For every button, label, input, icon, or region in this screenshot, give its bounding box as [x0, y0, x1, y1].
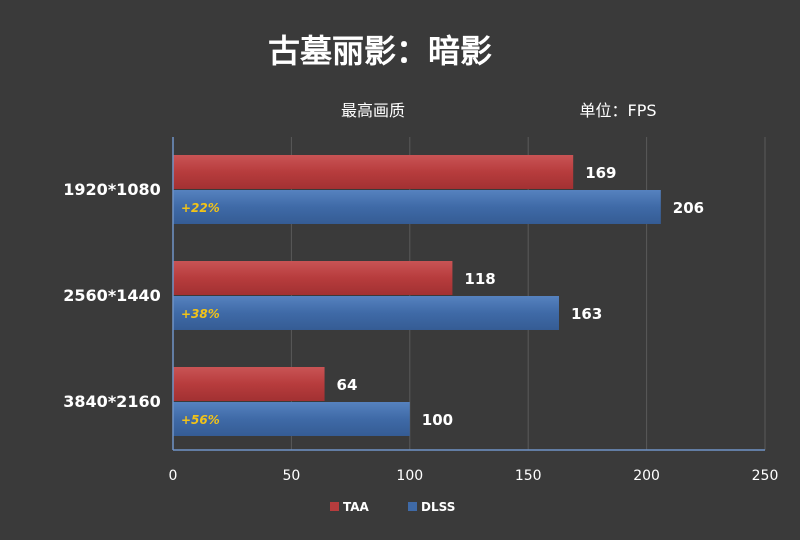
x-tick-label: 150: [515, 468, 542, 484]
bar-taa: [173, 155, 574, 189]
x-tick-label: 50: [282, 468, 300, 484]
legend: TAA DLSS: [330, 500, 455, 514]
data-label: 163: [571, 305, 602, 323]
axes: 0 50 100 150 200 250: [169, 137, 779, 484]
unit-label: 单位：FPS: [579, 101, 656, 120]
category-label: 3840*2160: [63, 392, 160, 411]
data-label: 100: [422, 411, 453, 429]
x-tick-label: 200: [633, 468, 660, 484]
legend-swatch-taa: [330, 502, 339, 511]
bar-taa: [173, 261, 453, 295]
gain-label: +22%: [181, 201, 220, 215]
data-label: 206: [673, 199, 704, 217]
bar-dlss: [173, 190, 661, 224]
category-label: 2560*1440: [63, 286, 160, 305]
data-label: 64: [337, 376, 358, 394]
x-tick-label: 0: [169, 468, 178, 484]
data-label: 169: [585, 164, 616, 182]
bar-dlss: [173, 296, 559, 330]
category-label: 1920*1080: [63, 180, 160, 199]
gain-label: +56%: [181, 413, 220, 427]
bar-dlss: [173, 402, 410, 436]
legend-label-taa: TAA: [343, 500, 370, 514]
x-tick-label: 100: [396, 468, 423, 484]
legend-label-dlss: DLSS: [421, 500, 455, 514]
label-group: 1920*1080 169 206 +22% 2560*1440 118 163 +38% 38…: [63, 164, 704, 429]
x-tick-label: 250: [752, 468, 779, 484]
data-label: 118: [464, 270, 495, 288]
bar-taa: [173, 367, 325, 401]
chart-subtitle: 最高画质: [341, 101, 405, 120]
bar-group: [173, 155, 661, 436]
legend-swatch-dlss: [408, 502, 417, 511]
chart-title: 古墓丽影：暗影: [268, 32, 492, 70]
gain-label: +38%: [181, 307, 220, 321]
